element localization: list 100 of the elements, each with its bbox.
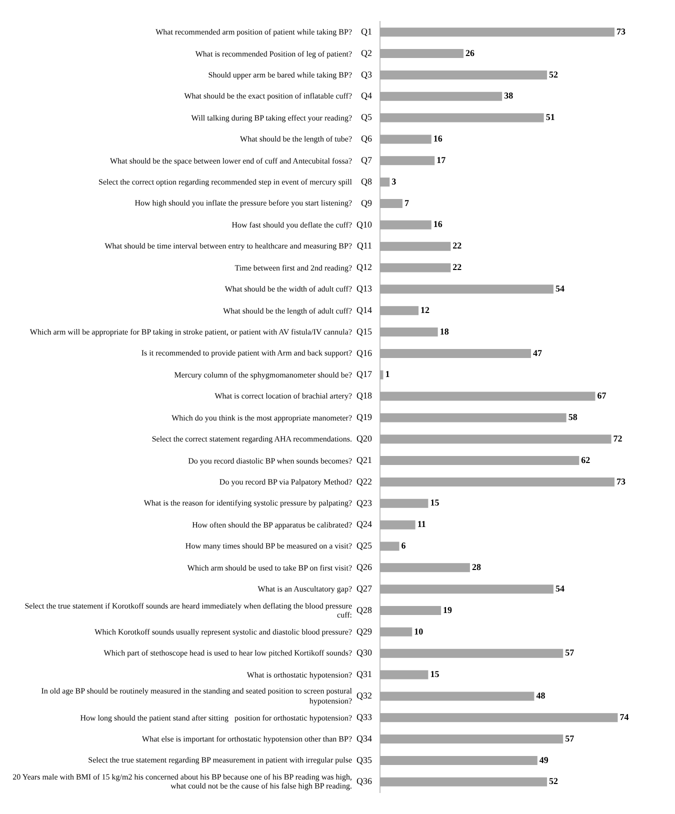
data-label: 48 [536,690,546,701]
data-label: 28 [472,562,482,572]
bar [380,242,451,251]
text: What should be the exact position of inflatable cuff? [184,92,352,102]
y-tick-label: Q17 [356,369,372,380]
data-label: 52 [549,776,559,786]
bar [380,692,534,701]
data-label: 57 [565,733,575,744]
bar [380,113,544,122]
bar [380,456,580,466]
bar [380,606,442,616]
y-tick-label: Q4 [361,90,372,101]
text: Mercury column of the sphygmomanometer should be? [174,370,352,380]
bar [380,198,402,208]
bar [380,713,618,722]
y-tick-label: Q33 [356,712,372,722]
bar [380,28,615,37]
text: What should be time interval between entry to healthcare and measuring BP? [104,242,352,252]
text: Select the true statement if Korotkoff sounds are heard immediately when deflating the blood pressure cuff: [24,601,352,620]
text: What should be the width of adult cuff? [224,284,352,294]
data-label: 67 [597,390,607,401]
data-label: 16 [433,134,443,144]
y-tick-label: Q11 [356,240,372,251]
bar [380,542,400,551]
text: How long should the patient stand after sitting position for orthostatic hypotension? [80,712,352,722]
data-label: 38 [504,90,514,101]
y-tick-label: Q3 [361,69,372,80]
data-label: 12 [420,304,430,315]
y-tick-label: Q25 [356,540,372,551]
text: What is the reason for identifying systolic pressure by palpating? [144,498,352,508]
data-label: 7 [404,198,410,208]
data-label: 22 [452,240,462,251]
data-label: 49 [539,754,549,765]
bar [380,284,554,294]
y-tick-label: Q29 [356,626,372,636]
bar [380,648,564,658]
text: In old age BP should be routinely measured in the standing and seated position to screen postural hypotension? [40,686,352,706]
text: Select the correct option regarding recommended step in event of mercury spill [98,177,352,187]
text: 20 Years male with BMI of 15 kg/m2 his concerned about his BP because one of his BP reading was high, what could not be the cause of his false high BP reading. [12,772,352,792]
y-tick-label: Q21 [356,454,372,465]
text: What else is important for orthostatic hypotension other than BP? [142,734,352,744]
data-label: 17 [436,154,446,165]
y-tick-label: Q30 [356,648,372,658]
data-label: 54 [555,284,565,294]
y-tick-label: Q26 [356,562,372,572]
bar [380,263,451,272]
bar [380,498,428,508]
text: How often should the BP apparatus be calibrated? [192,520,352,530]
y-tick-label: Q20 [356,433,372,444]
y-tick-label: Q9 [361,198,372,208]
text: Select the correct statement regarding AHA recommendations. [152,434,352,444]
text: What should be the length of tube? [240,134,352,144]
text: What should be the space between lower end of cuff and Antecubital fossa? [110,156,352,166]
bar [380,49,464,58]
y-tick-label: Q7 [361,155,372,166]
data-label: 3 [392,176,397,186]
bar [380,477,615,486]
bar [380,92,502,101]
text: Is it recommended to provide patient with Arm and back support? [141,348,352,358]
bar [380,734,564,744]
text: Time between first and 2nd reading? [234,263,352,272]
bar [380,348,531,358]
bar [380,434,612,444]
y-tick-label: Q32 [356,690,372,701]
y-tick-label: Q10 [356,219,372,230]
y-tick-label: Q14 [356,304,372,315]
data-label: 58 [568,412,578,422]
y-tick-label: Q6 [361,134,372,144]
text: Do you record diastolic BP when sounds becomes? [188,456,352,466]
text: Do you record BP via Palpatory Method? [219,477,352,487]
data-label: 10 [414,626,424,636]
bar [380,627,412,636]
text: What should be the length of adult cuff? [223,306,352,316]
text: Will talking during BP taking effect your reading? [191,113,352,123]
data-label: 51 [546,112,556,122]
bar [380,306,419,316]
y-tick-label: Q36 [356,776,372,786]
bar [380,328,438,337]
y-tick-label: Q8 [361,176,372,186]
y-tick-label: Q5 [361,112,372,122]
data-label: 52 [549,69,559,80]
data-label: 73 [616,476,626,486]
bar [380,670,428,680]
bar [380,756,538,765]
text: What recommended arm position of patient while taking BP? [156,27,352,37]
text: What is an Auscultatory gap? [258,584,352,594]
data-label: 54 [555,583,565,594]
text: What is recommended Position of leg of patient? [195,48,352,58]
text: Should upper arm be bared while taking BP? [208,70,352,80]
text: Which arm will be appropriate for BP taking in stroke patient, or patient with AV fistula/IV cannula? [30,327,352,337]
bar [380,392,596,401]
data-label: 26 [466,48,476,58]
bar [380,584,554,594]
bar [380,178,390,187]
y-tick-label: Q2 [361,48,372,58]
y-tick-label: Q13 [356,284,372,294]
data-label: 57 [565,648,575,658]
data-label: 19 [443,604,453,615]
bar [380,156,435,166]
y-tick-label: Q18 [356,390,372,401]
